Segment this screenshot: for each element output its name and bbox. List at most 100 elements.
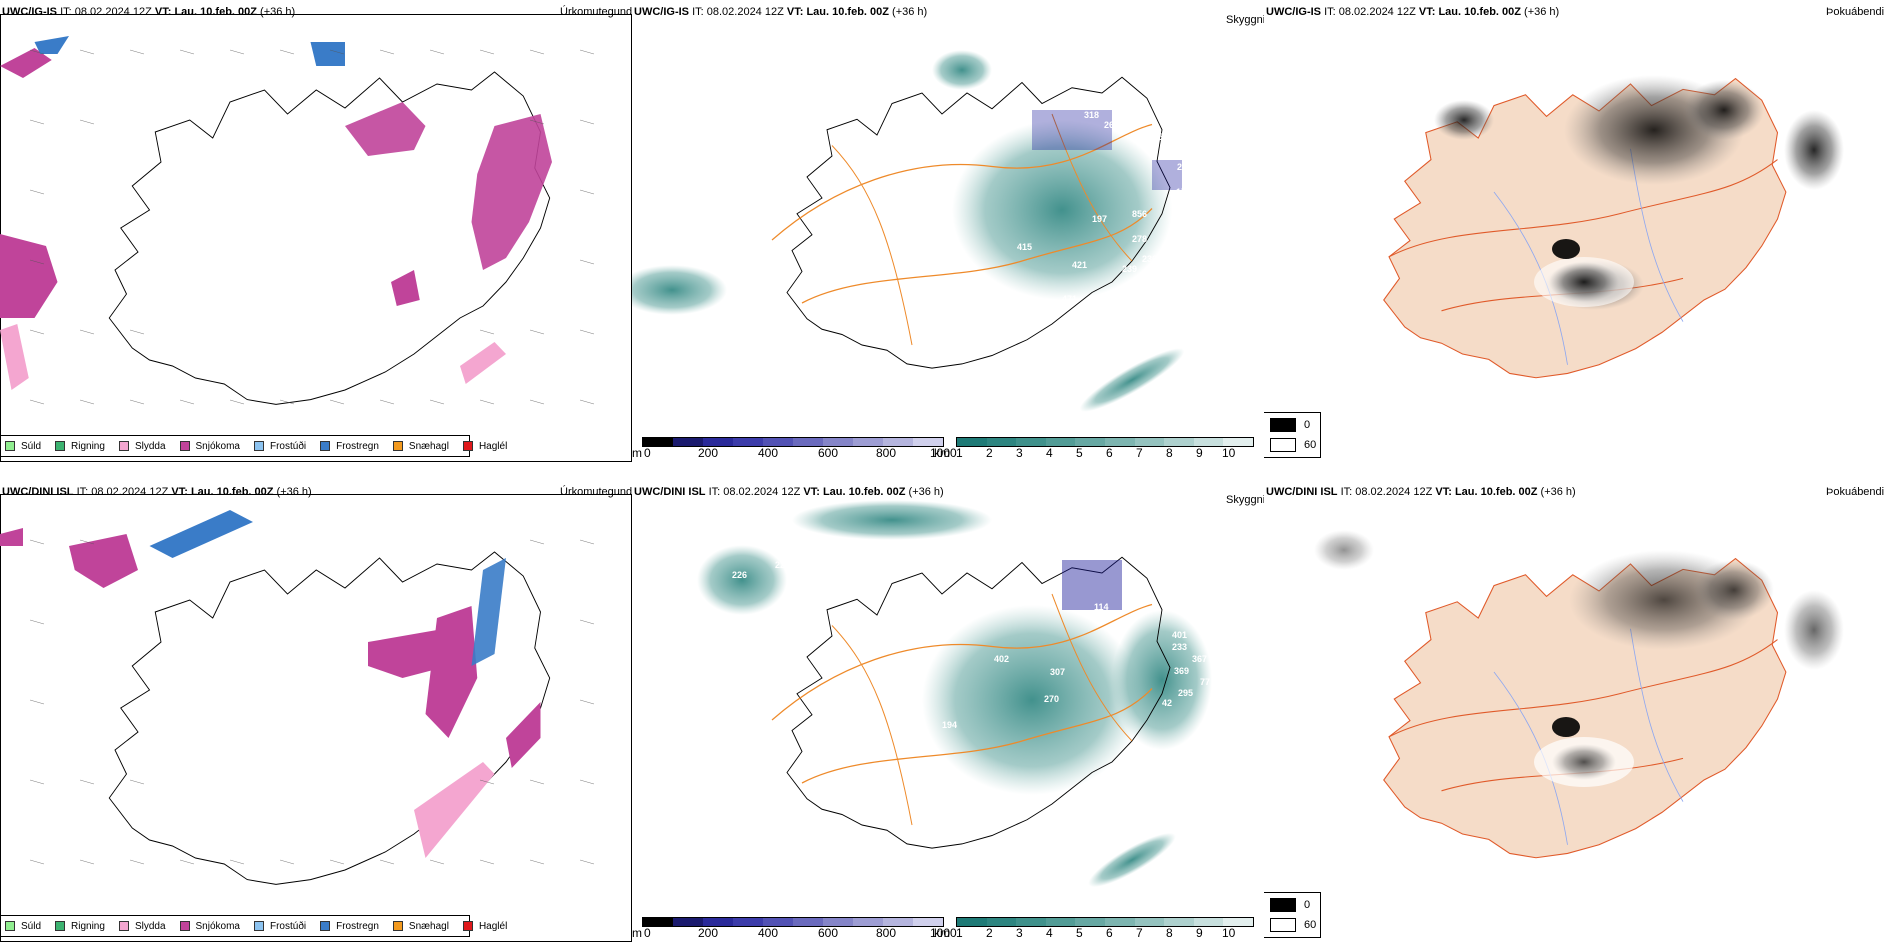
legend-item: Snæhagl	[392, 441, 449, 452]
legend-swatch	[55, 441, 66, 451]
legend-swatch	[462, 441, 473, 451]
svg-text:402: 402	[994, 654, 1009, 664]
svg-text:233: 233	[1172, 642, 1187, 652]
svg-text:278: 278	[1132, 234, 1147, 244]
fog-field-name-bottom: Þokuábendi	[1826, 486, 1885, 498]
fog-map-bottom	[1314, 530, 1844, 859]
precip-field-name-top: Úrkomutegund	[560, 6, 632, 18]
legend-item: Slydda	[118, 921, 166, 932]
svg-text:194: 194	[942, 720, 957, 730]
height-colorbar-top	[642, 437, 944, 447]
legend-item: Slydda	[118, 441, 166, 452]
svg-text:114: 114	[1094, 602, 1109, 612]
fog-panel-bottom: UWC/DINI ISL IT: 08.02.2024 12Z VT: Lau.…	[1264, 480, 1900, 942]
legend-swatch	[118, 921, 129, 931]
legend-swatch	[253, 441, 264, 451]
legend-swatch	[179, 441, 190, 451]
fog-panel-top: UWC/IG-IS IT: 08.02.2024 12Z VT: Lau. 10…	[1264, 0, 1900, 462]
precip-map-bottom	[0, 510, 595, 886]
visibility-field-name-bottom: Skyggni	[1226, 494, 1264, 506]
svg-text:856: 856	[1132, 209, 1147, 219]
legend-item: Súld	[5, 921, 41, 932]
legend-item: Frostúði	[253, 441, 306, 452]
svg-text:77: 77	[1200, 677, 1210, 687]
legend-item: Haglél	[462, 921, 507, 932]
svg-text:315: 315	[1062, 812, 1077, 822]
fog-legend-bottom: 0 60	[1264, 892, 1321, 938]
svg-text:42: 42	[1162, 698, 1172, 708]
visibility-colorbar-ticks-bottom: km 1 2 3 4 5 6 7 8 9 10	[934, 926, 1236, 940]
svg-text:307: 307	[1050, 667, 1065, 677]
svg-text:236: 236	[1142, 254, 1157, 264]
svg-text:269: 269	[1104, 120, 1119, 130]
fog-field-name-top: Þokuábendi	[1826, 6, 1885, 18]
legend-item: Haglél	[462, 441, 507, 452]
visibility-field-name-top: Skyggni	[1226, 14, 1264, 26]
legend-item: Frostregn	[320, 921, 379, 932]
visibility-title-bottom: UWC/DINI ISL IT: 08.02.2024 12Z VT: Lau.…	[634, 486, 944, 498]
legend-item: Súld	[5, 441, 41, 452]
visibility-panel-top: 318 269 58 119 285 172 93 153 197 856 27…	[632, 0, 1264, 462]
legend-item: Frostregn	[320, 441, 379, 452]
visibility-colorbar-top	[956, 437, 1254, 447]
precip-title-top: UWC/IG-IS IT: 08.02.2024 12Z VT: Lau. 10…	[2, 6, 296, 18]
svg-text:153: 153	[1180, 220, 1195, 230]
legend-swatch	[462, 921, 473, 931]
precip-map-frame-bottom	[0, 494, 632, 942]
svg-text:193: 193	[1092, 614, 1107, 624]
visibility-elevation-labels-bottom: 226 22 114 193 402 307 270 401 233 367 3…	[732, 560, 1210, 822]
fog-swatch-white	[1270, 438, 1296, 452]
height-colorbar-ticks-bottom: m 0 200 400 600 800 1000	[632, 926, 957, 940]
legend-item: Rigning	[55, 921, 105, 932]
height-colorbar-bottom	[642, 917, 944, 927]
fog-title-top: UWC/IG-IS IT: 08.02.2024 12Z VT: Lau. 10…	[1266, 6, 1560, 18]
svg-text:401: 401	[1172, 630, 1187, 640]
svg-text:239: 239	[1122, 264, 1137, 274]
svg-text:421: 421	[1072, 260, 1087, 270]
precip-field-name-bottom: Úrkomutegund	[560, 486, 632, 498]
precip-title-bottom: UWC/DINI ISL IT: 08.02.2024 12Z VT: Lau.…	[2, 486, 312, 498]
visibility-elevation-labels-top: 318 269 58 119 285 172 93 153 197 856 27…	[1017, 110, 1195, 342]
svg-text:471: 471	[1062, 294, 1077, 304]
fog-swatch-black	[1270, 898, 1296, 912]
legend-swatch	[5, 921, 15, 931]
visibility-panel-bottom: 226 22 114 193 402 307 270 401 233 367 3…	[632, 480, 1264, 942]
height-colorbar-ticks-top: m 0 200 400 600 800 1000	[632, 446, 957, 460]
fog-legend-top: 0 60	[1264, 412, 1321, 458]
svg-text:318: 318	[1084, 110, 1099, 120]
visibility-colorbar-ticks-top: km 1 2 3 4 5 6 7 8 9 10	[934, 446, 1236, 460]
legend-item: Snjókoma	[179, 921, 240, 932]
fog-map-top	[1383, 75, 1844, 379]
svg-text:22: 22	[775, 560, 785, 570]
legend-item: Rigning	[55, 441, 105, 452]
legend-swatch	[253, 921, 264, 931]
precip-legend-bottom: Súld Rigning Slydda Snjókoma Frostúði Fr…	[0, 915, 507, 937]
visibility-title-top: UWC/IG-IS IT: 08.02.2024 12Z VT: Lau. 10…	[634, 6, 928, 18]
legend-swatch	[392, 441, 403, 451]
svg-text:369: 369	[1174, 666, 1189, 676]
legend-swatch	[320, 441, 331, 451]
legend-item: Frostúði	[253, 921, 306, 932]
precip-panel-bottom: UWC/DINI ISL IT: 08.02.2024 12Z VT: Lau.…	[0, 480, 632, 942]
svg-text:285: 285	[1177, 162, 1192, 172]
legend-swatch	[55, 921, 66, 931]
svg-text:197: 197	[1092, 214, 1107, 224]
legend-swatch	[118, 441, 129, 451]
legend-swatch	[179, 921, 190, 931]
visibility-colorbar-bottom	[956, 917, 1254, 927]
svg-text:119: 119	[1172, 152, 1187, 162]
legend-item: Snjókoma	[179, 441, 240, 452]
svg-text:172: 172	[1176, 187, 1191, 197]
svg-text:295: 295	[1178, 688, 1193, 698]
fog-title-bottom: UWC/DINI ISL IT: 08.02.2024 12Z VT: Lau.…	[1266, 486, 1576, 498]
fog-swatch-black	[1270, 418, 1296, 432]
legend-item: Snæhagl	[392, 921, 449, 932]
svg-text:270: 270	[1044, 694, 1059, 704]
visibility-map-bottom: 226 22 114 193 402 307 270 401 233 367 3…	[697, 500, 1212, 888]
precip-map-top	[0, 36, 595, 406]
svg-text:58: 58	[1158, 132, 1168, 142]
svg-text:93: 93	[1180, 197, 1190, 207]
legend-swatch	[5, 441, 15, 451]
svg-text:415: 415	[1017, 242, 1032, 252]
legend-swatch	[320, 921, 331, 931]
